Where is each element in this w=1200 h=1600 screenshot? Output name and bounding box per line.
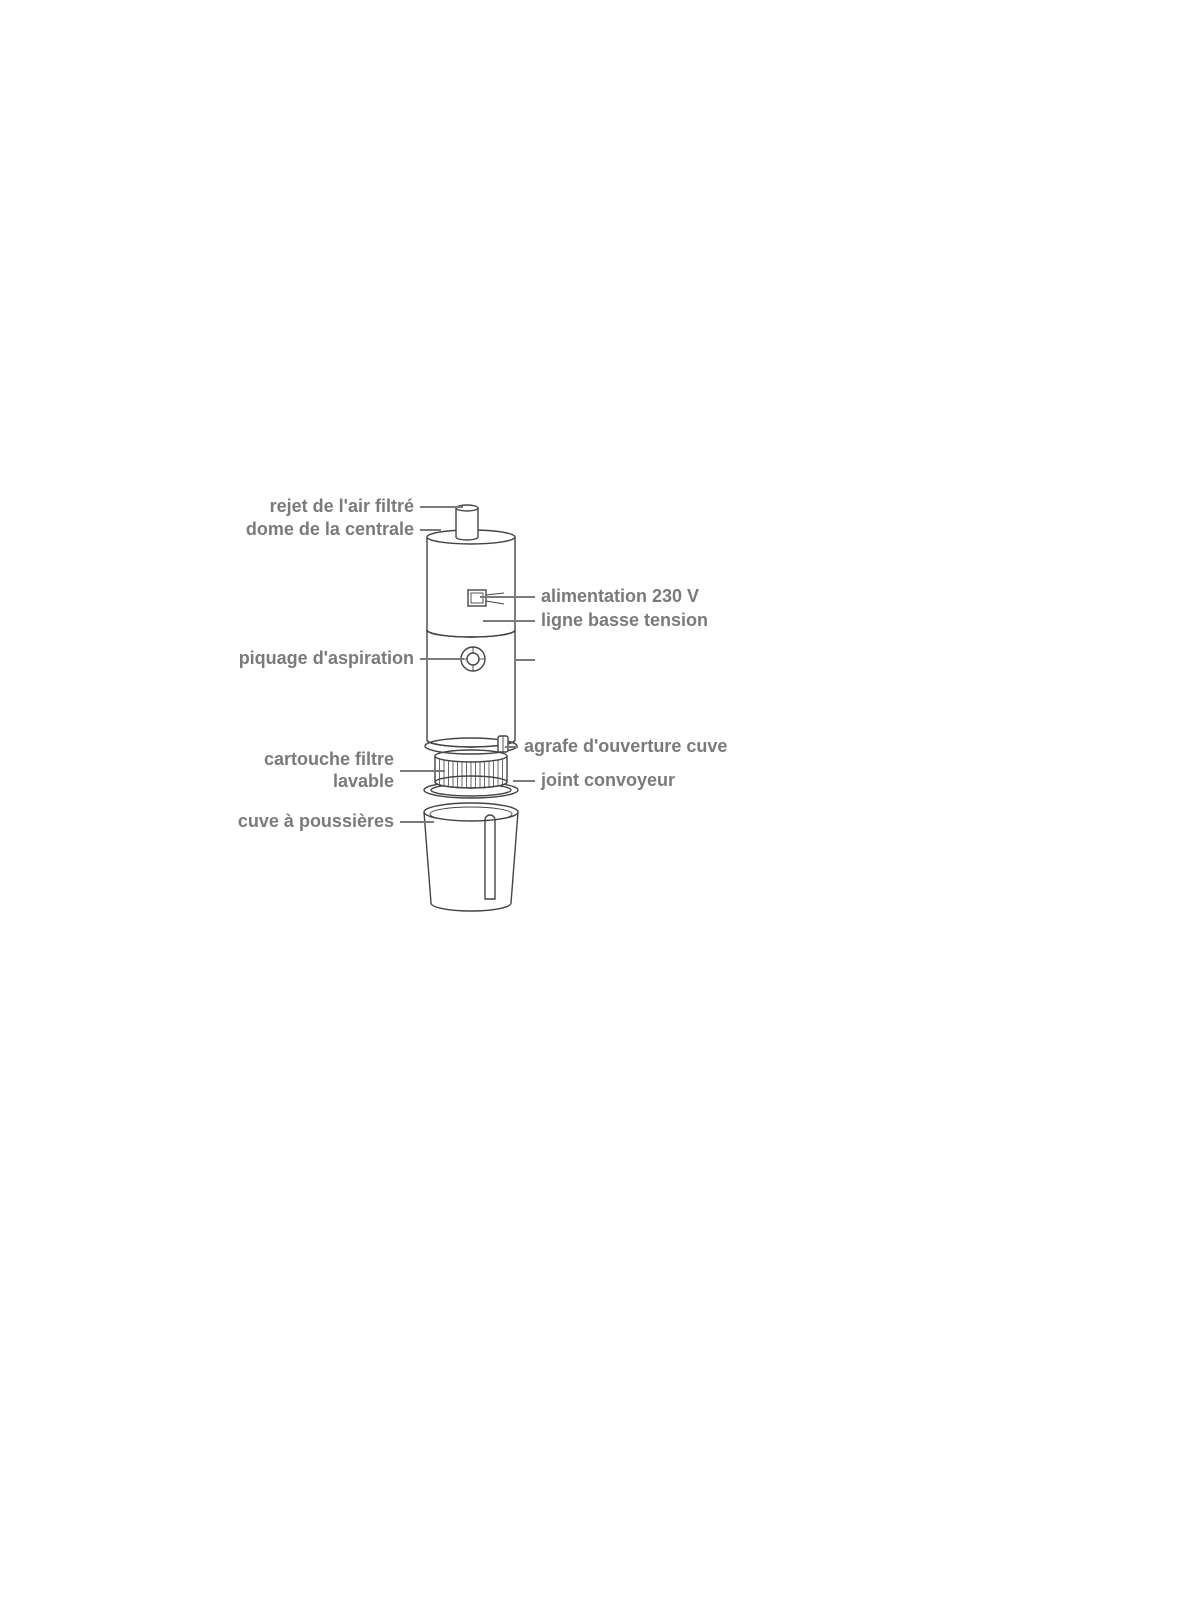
label-rejet-air-filtre: rejet de l'air filtré <box>270 496 414 518</box>
label-alimentation-230v: alimentation 230 V <box>541 586 699 608</box>
label-joint-convoyeur: joint convoyeur <box>541 770 675 792</box>
vacuum-unit-drawing <box>0 0 1200 1600</box>
label-cuve-a-poussieres: cuve à poussières <box>238 811 394 833</box>
diagram-stage: rejet de l'air filtrédome de la centrale… <box>0 0 1200 1600</box>
label-piquage-aspiration: piquage d'aspiration <box>239 648 414 670</box>
label-agrafe-ouverture-cuve: agrafe d'ouverture cuve <box>524 736 727 758</box>
label-ligne-basse-tension: ligne basse tension <box>541 610 708 632</box>
label-dome-centrale: dome de la centrale <box>246 519 414 541</box>
label-cartouche-filtre-lavable: cartouche filtre lavable <box>264 749 394 792</box>
